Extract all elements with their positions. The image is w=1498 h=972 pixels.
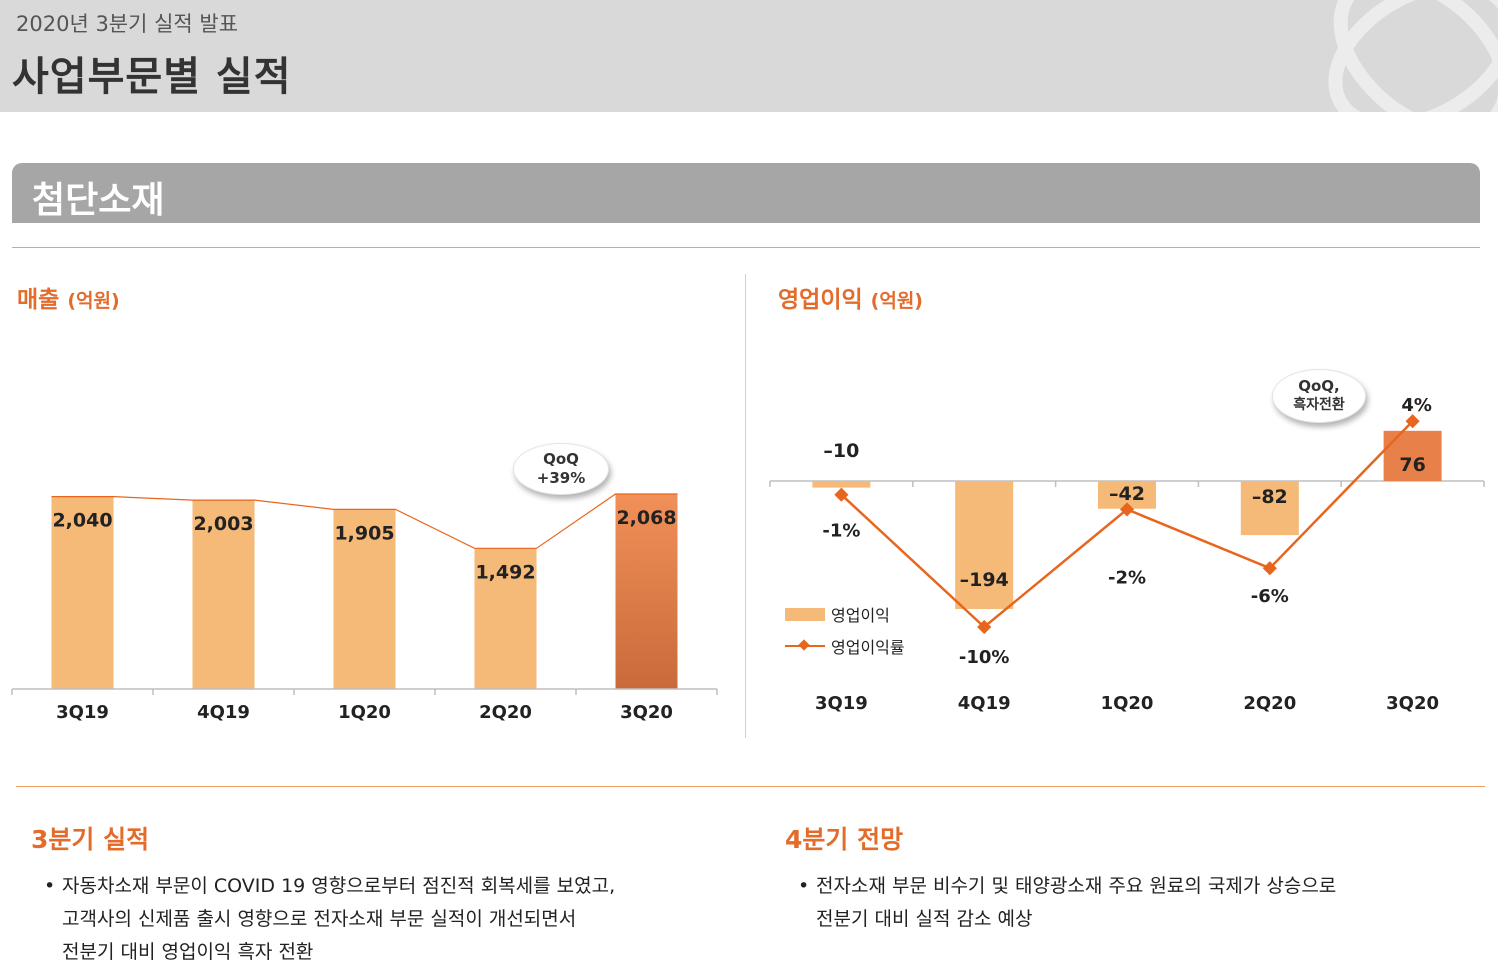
section-bar: 첨단소재: [12, 163, 1480, 223]
page-header: 2020년 3분기 실적 발표 사업부문별 실적: [0, 0, 1498, 112]
op-margin-label-1Q20: -2%: [1108, 567, 1146, 588]
legend-line-swatch: [785, 640, 825, 652]
op-margin-marker-1Q20: [1119, 502, 1135, 517]
revenue-x-tick-4Q19: 4Q19: [197, 702, 250, 723]
revenue-qoq-bubble: QoQ +39%: [513, 443, 609, 495]
revenue-bar-2Q20: [474, 548, 537, 689]
op-bubble-line1: QoQ,: [1298, 377, 1340, 395]
q4-line-2: 전분기 대비 실적 감소 예상: [816, 908, 1033, 930]
op-profit-chart-title: 영업이익 (억원): [778, 280, 923, 314]
q4-outlook-title: 4분기 전망: [785, 825, 904, 854]
page-title: 사업부문별 실적: [12, 54, 292, 100]
op-profit-x-tick-3Q19: 3Q19: [815, 693, 868, 714]
divider-bottom: [16, 786, 1485, 787]
revenue-bar-3Q20: [615, 494, 678, 689]
op-profit-x-tick-4Q19: 4Q19: [958, 693, 1011, 714]
op-profit-qoq-bubble: QoQ, 흑자전환: [1272, 369, 1366, 423]
q3-line-3: 전분기 대비 영업이익 흑자 전환: [62, 941, 314, 963]
section-label: 첨단소재: [32, 180, 165, 221]
op-profit-x-tick-3Q20: 3Q20: [1386, 693, 1439, 714]
op-profit-value-label-2Q20: –82: [1252, 486, 1288, 508]
revenue-x-tick-3Q19: 3Q19: [56, 702, 109, 723]
revenue-trend-line: [51, 493, 678, 549]
revenue-unit: (억원): [67, 290, 120, 312]
op-profit-unit: (억원): [870, 290, 923, 312]
q4-outlook-body: • 전자소재 부문 비수기 및 태양광소재 주요 원료의 국제가 상승으로 전분…: [798, 870, 1337, 936]
op-profit-title-text: 영업이익: [778, 287, 863, 313]
revenue-bar-4Q19: [192, 500, 255, 689]
revenue-bubble-line2: +39%: [536, 469, 586, 487]
op-margin-line: [840, 420, 1414, 629]
revenue-bar-3Q19: [51, 496, 114, 689]
q3-results-title: 3분기 실적: [31, 825, 150, 854]
q3-results-body: • 자동차소재 부문이 COVID 19 영향으로부터 점진적 회복세를 보였고…: [44, 870, 616, 969]
op-bubble-line2: 흑자전환: [1293, 397, 1345, 413]
op-margin-marker-4Q19: [977, 619, 992, 635]
divider-vertical: [745, 274, 746, 738]
decorative-orbit-icon: [1328, 0, 1498, 112]
op-profit-bar-4Q19: [955, 481, 1014, 610]
revenue-x-tick-1Q20: 1Q20: [338, 702, 391, 723]
q3-line-1: 자동차소재 부문이 COVID 19 영향으로부터 점진적 회복세를 보였고,: [62, 875, 616, 897]
revenue-chart-title: 매출 (억원): [17, 280, 120, 314]
revenue-value-label-3Q19: 2,040: [52, 510, 112, 532]
legend-bar-swatch: [785, 607, 825, 621]
op-profit-value-label-3Q19: –10: [823, 440, 859, 462]
divider-top: [12, 247, 1480, 248]
legend-bar-label: 영업이익: [831, 606, 890, 625]
op-profit-value-label-4Q19: –194: [960, 569, 1009, 591]
q3-line-2: 고객사의 신제품 출시 영향으로 전자소재 부문 실적이 개선되면서: [62, 908, 577, 930]
q4-bullet: •: [798, 875, 810, 897]
legend-line-label: 영업이익률: [831, 638, 905, 657]
q3-bullet: •: [44, 875, 56, 897]
op-profit-x-tick-1Q20: 1Q20: [1101, 693, 1154, 714]
revenue-value-label-2Q20: 1,492: [475, 561, 535, 583]
op-margin-label-2Q20: -6%: [1251, 586, 1289, 607]
op-profit-value-label-3Q20: 76: [1399, 454, 1425, 476]
op-profit-bar-3Q20: [1383, 430, 1442, 481]
op-margin-marker-2Q20: [1262, 561, 1277, 576]
revenue-title-text: 매출: [17, 287, 60, 313]
page-subtitle: 2020년 3분기 실적 발표: [16, 12, 239, 36]
legend-item-line: 영업이익률: [785, 630, 905, 662]
revenue-value-label-1Q20: 1,905: [334, 522, 394, 544]
revenue-x-tick-2Q20: 2Q20: [479, 702, 532, 723]
op-profit-bar-3Q19: [812, 481, 871, 488]
op-margin-label-3Q20: 4%: [1401, 395, 1432, 416]
legend-item-bar: 영업이익: [785, 598, 905, 630]
op-profit-x-tick-2Q20: 2Q20: [1243, 693, 1296, 714]
op-profit-legend: 영업이익 영업이익률: [785, 598, 905, 662]
op-profit-value-label-1Q20: –42: [1109, 483, 1145, 505]
op-margin-marker-3Q19: [834, 487, 849, 502]
revenue-value-label-3Q20: 2,068: [616, 507, 676, 529]
revenue-x-tick-3Q20: 3Q20: [620, 702, 673, 723]
op-margin-label-4Q19: -10%: [959, 647, 1010, 668]
q4-line-1: 전자소재 부문 비수기 및 태양광소재 주요 원료의 국제가 상승으로: [816, 875, 1337, 897]
op-margin-marker-3Q20: [1405, 414, 1420, 429]
revenue-bubble-line1: QoQ: [543, 450, 579, 468]
op-margin-label-3Q19: -1%: [822, 521, 860, 542]
revenue-bar-1Q20: [333, 509, 396, 689]
op-profit-bar-2Q20: [1240, 481, 1299, 536]
revenue-value-label-4Q19: 2,003: [193, 513, 253, 535]
